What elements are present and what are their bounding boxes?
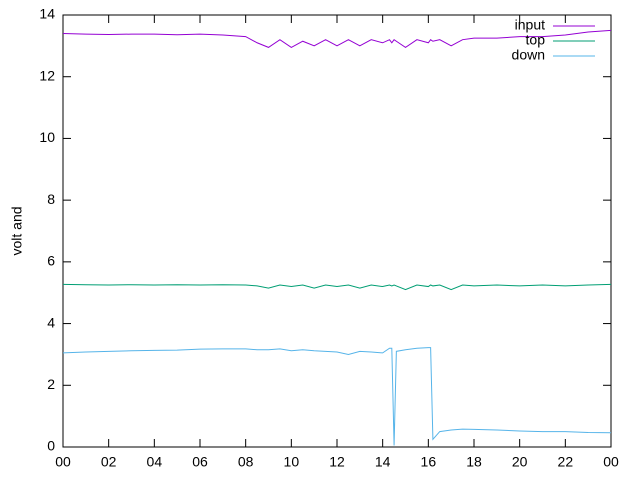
legend-label: input (515, 17, 545, 33)
x-tick-label: 06 (192, 454, 208, 470)
x-tick-label: 02 (101, 454, 117, 470)
x-tick-label: 16 (421, 454, 437, 470)
y-axis-label: volt and (9, 206, 25, 255)
x-tick-label: 10 (284, 454, 300, 470)
legend-label: down (512, 47, 545, 63)
x-tick-label: 00 (603, 454, 619, 470)
legend-label: top (526, 32, 546, 48)
x-tick-label: 20 (512, 454, 528, 470)
y-tick-label: 0 (47, 438, 55, 454)
series-line (62, 29, 612, 49)
y-tick-label: 14 (39, 6, 55, 22)
series-line (62, 283, 612, 291)
y-tick-label: 12 (39, 67, 55, 83)
x-tick-label: 08 (238, 454, 254, 470)
x-tick-label: 22 (558, 454, 574, 470)
x-tick-label: 00 (55, 454, 71, 470)
series-line (62, 347, 612, 446)
plot-frame (62, 14, 612, 448)
x-tick-label: 14 (375, 454, 391, 470)
y-tick-label: 8 (47, 191, 55, 207)
x-tick-label: 12 (329, 454, 345, 470)
x-tick-label: 18 (466, 454, 482, 470)
y-tick-label: 6 (47, 253, 55, 269)
x-tick-label: 04 (147, 454, 163, 470)
y-tick-label: 4 (47, 314, 55, 330)
y-tick-label: 10 (39, 129, 55, 145)
y-tick-label: 2 (47, 376, 55, 392)
